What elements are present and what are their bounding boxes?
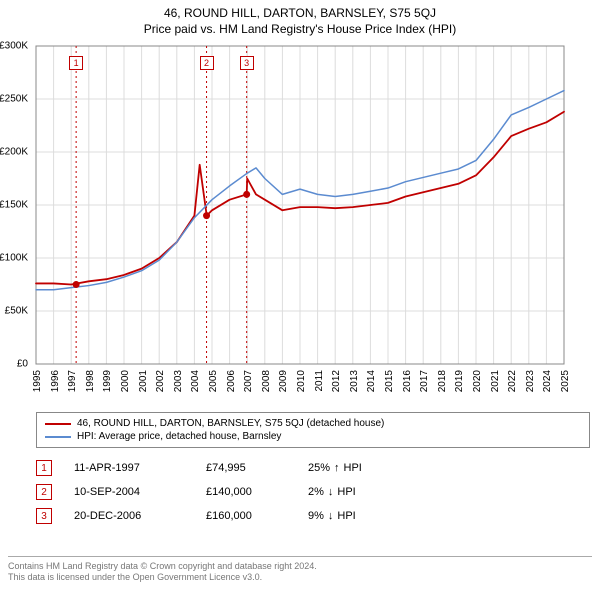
- y-axis-tick-label: £50K: [5, 306, 30, 317]
- sale-badge: 2: [36, 484, 52, 500]
- x-axis-tick-label: 2014: [366, 370, 377, 392]
- footer-attribution: Contains HM Land Registry data © Crown c…: [8, 556, 592, 584]
- sale-row: 2 10-SEP-2004 £140,000 2% ↓HPI: [36, 480, 590, 504]
- x-axis-tick-label: 2018: [437, 370, 448, 392]
- legend: 46, ROUND HILL, DARTON, BARNSLEY, S75 5Q…: [36, 412, 590, 448]
- x-axis-tick-label: 2021: [490, 370, 501, 392]
- x-axis-tick-label: 2013: [349, 370, 360, 392]
- x-axis-tick-label: 2006: [226, 370, 237, 392]
- x-axis-tick-label: 2003: [173, 370, 184, 392]
- x-axis-tick-label: 1999: [102, 370, 113, 392]
- sale-date: 11-APR-1997: [74, 462, 184, 474]
- x-axis-tick-label: 2002: [155, 370, 166, 392]
- x-axis-tick-label: 2001: [138, 370, 149, 392]
- legend-swatch: [45, 436, 71, 438]
- x-axis-tick-label: 2009: [278, 370, 289, 392]
- x-axis-tick-label: 2022: [507, 370, 518, 392]
- footer-line: Contains HM Land Registry data © Crown c…: [8, 561, 592, 573]
- legend-swatch: [45, 423, 71, 425]
- x-axis-tick-label: 2016: [402, 370, 413, 392]
- x-axis-tick-label: 1998: [85, 370, 96, 392]
- sale-delta-pct: 9%: [308, 510, 324, 522]
- sale-marker-badge: 3: [240, 56, 254, 70]
- legend-label: 46, ROUND HILL, DARTON, BARNSLEY, S75 5Q…: [77, 418, 384, 429]
- x-axis-tick-label: 2005: [208, 370, 219, 392]
- y-axis-tick-label: £150K: [0, 200, 30, 211]
- legend-item: HPI: Average price, detached house, Barn…: [45, 430, 581, 443]
- y-axis-tick-label: £300K: [0, 41, 30, 52]
- x-axis-tick-label: 2017: [419, 370, 430, 392]
- x-axis-tick-label: 2023: [525, 370, 536, 392]
- sale-marker-badge: 2: [200, 56, 214, 70]
- chart-plot-area: £0£50K£100K£150K£200K£250K£300K199519961…: [30, 40, 590, 370]
- chart-title: 46, ROUND HILL, DARTON, BARNSLEY, S75 5Q…: [0, 0, 600, 20]
- y-axis-tick-label: £0: [17, 359, 30, 370]
- sale-row: 1 11-APR-1997 £74,995 25% ↑ HPI: [36, 456, 590, 480]
- sale-badge: 3: [36, 508, 52, 524]
- sale-price: £74,995: [206, 462, 286, 474]
- y-axis-tick-label: £250K: [0, 94, 30, 105]
- x-axis-tick-label: 1996: [50, 370, 61, 392]
- x-axis-tick-label: 2008: [261, 370, 272, 392]
- x-axis-tick-label: 1997: [67, 370, 78, 392]
- y-axis-tick-label: £200K: [0, 147, 30, 158]
- arrow-icon: ↓: [328, 486, 334, 498]
- sale-delta: 2% ↓HPI: [308, 486, 356, 498]
- x-axis-tick-label: 2025: [560, 370, 571, 392]
- legend-item: 46, ROUND HILL, DARTON, BARNSLEY, S75 5Q…: [45, 417, 581, 430]
- sale-delta: 9% ↓HPI: [308, 510, 356, 522]
- x-axis-tick-label: 2000: [120, 370, 131, 392]
- sale-row: 3 20-DEC-2006 £160,000 9% ↓HPI: [36, 504, 590, 528]
- chart-container: { "title": "46, ROUND HILL, DARTON, BARN…: [0, 0, 600, 590]
- sale-delta-pct: 25%: [308, 462, 330, 474]
- sale-delta-label: HPI: [337, 486, 355, 498]
- sale-delta-pct: 2%: [308, 486, 324, 498]
- y-axis-tick-label: £100K: [0, 253, 30, 264]
- legend-label: HPI: Average price, detached house, Barn…: [77, 431, 281, 442]
- sale-delta: 25% ↑ HPI: [308, 462, 362, 474]
- sale-delta-label: HPI: [344, 462, 362, 474]
- x-axis-tick-label: 2010: [296, 370, 307, 392]
- sale-delta-label: HPI: [337, 510, 355, 522]
- arrow-icon: ↑: [334, 462, 340, 474]
- x-axis-tick-label: 2012: [331, 370, 342, 392]
- sale-date: 10-SEP-2004: [74, 486, 184, 498]
- chart-subtitle: Price paid vs. HM Land Registry's House …: [0, 20, 600, 40]
- x-axis-tick-label: 2019: [454, 370, 465, 392]
- x-axis-tick-label: 1995: [32, 370, 43, 392]
- sale-marker-badge: 1: [69, 56, 83, 70]
- sale-price: £160,000: [206, 510, 286, 522]
- x-axis-tick-label: 2015: [384, 370, 395, 392]
- sales-table: 1 11-APR-1997 £74,995 25% ↑ HPI 2 10-SEP-2004 £1…: [36, 456, 590, 528]
- x-axis-tick-label: 2007: [243, 370, 254, 392]
- line-chart-svg: [30, 40, 570, 370]
- arrow-icon: ↓: [328, 510, 334, 522]
- sale-price: £140,000: [206, 486, 286, 498]
- x-axis-tick-label: 2020: [472, 370, 483, 392]
- sale-badge: 1: [36, 460, 52, 476]
- x-axis-tick-label: 2004: [190, 370, 201, 392]
- x-axis-tick-label: 2011: [314, 370, 325, 392]
- sale-date: 20-DEC-2006: [74, 510, 184, 522]
- x-axis-tick-label: 2024: [542, 370, 553, 392]
- footer-line: This data is licensed under the Open Gov…: [8, 572, 592, 584]
